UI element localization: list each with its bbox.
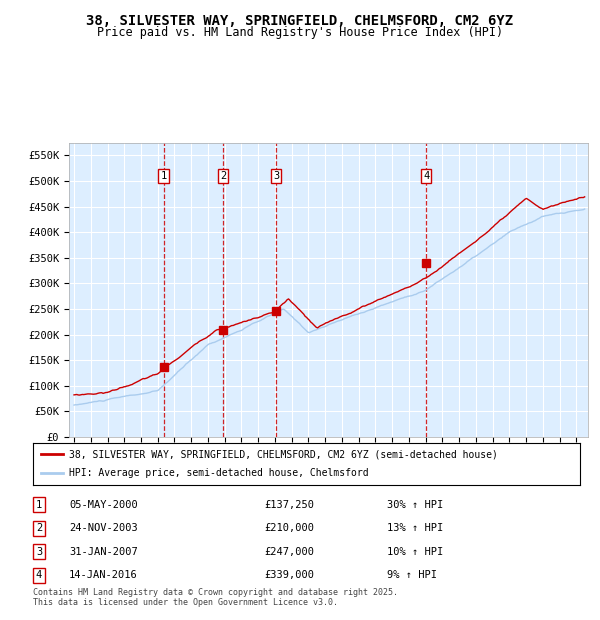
Text: 31-JAN-2007: 31-JAN-2007 bbox=[69, 547, 138, 557]
Text: 3: 3 bbox=[273, 171, 280, 181]
Text: 05-MAY-2000: 05-MAY-2000 bbox=[69, 500, 138, 510]
Text: £210,000: £210,000 bbox=[264, 523, 314, 533]
Text: 3: 3 bbox=[36, 547, 42, 557]
Text: 38, SILVESTER WAY, SPRINGFIELD, CHELMSFORD, CM2 6YZ (semi-detached house): 38, SILVESTER WAY, SPRINGFIELD, CHELMSFO… bbox=[68, 449, 497, 459]
Text: Price paid vs. HM Land Registry's House Price Index (HPI): Price paid vs. HM Land Registry's House … bbox=[97, 26, 503, 39]
Text: 4: 4 bbox=[36, 570, 42, 580]
Text: 1: 1 bbox=[36, 500, 42, 510]
Text: HPI: Average price, semi-detached house, Chelmsford: HPI: Average price, semi-detached house,… bbox=[68, 469, 368, 479]
Text: 10% ↑ HPI: 10% ↑ HPI bbox=[387, 547, 443, 557]
Text: 30% ↑ HPI: 30% ↑ HPI bbox=[387, 500, 443, 510]
Text: 38, SILVESTER WAY, SPRINGFIELD, CHELMSFORD, CM2 6YZ: 38, SILVESTER WAY, SPRINGFIELD, CHELMSFO… bbox=[86, 14, 514, 28]
Text: 2: 2 bbox=[36, 523, 42, 533]
Text: £339,000: £339,000 bbox=[264, 570, 314, 580]
Text: £137,250: £137,250 bbox=[264, 500, 314, 510]
Text: 24-NOV-2003: 24-NOV-2003 bbox=[69, 523, 138, 533]
Text: Contains HM Land Registry data © Crown copyright and database right 2025.
This d: Contains HM Land Registry data © Crown c… bbox=[33, 588, 398, 607]
Text: 13% ↑ HPI: 13% ↑ HPI bbox=[387, 523, 443, 533]
Text: 9% ↑ HPI: 9% ↑ HPI bbox=[387, 570, 437, 580]
Text: 1: 1 bbox=[160, 171, 167, 181]
Text: £247,000: £247,000 bbox=[264, 547, 314, 557]
Text: 2: 2 bbox=[220, 171, 226, 181]
Text: 14-JAN-2016: 14-JAN-2016 bbox=[69, 570, 138, 580]
Text: 4: 4 bbox=[423, 171, 430, 181]
